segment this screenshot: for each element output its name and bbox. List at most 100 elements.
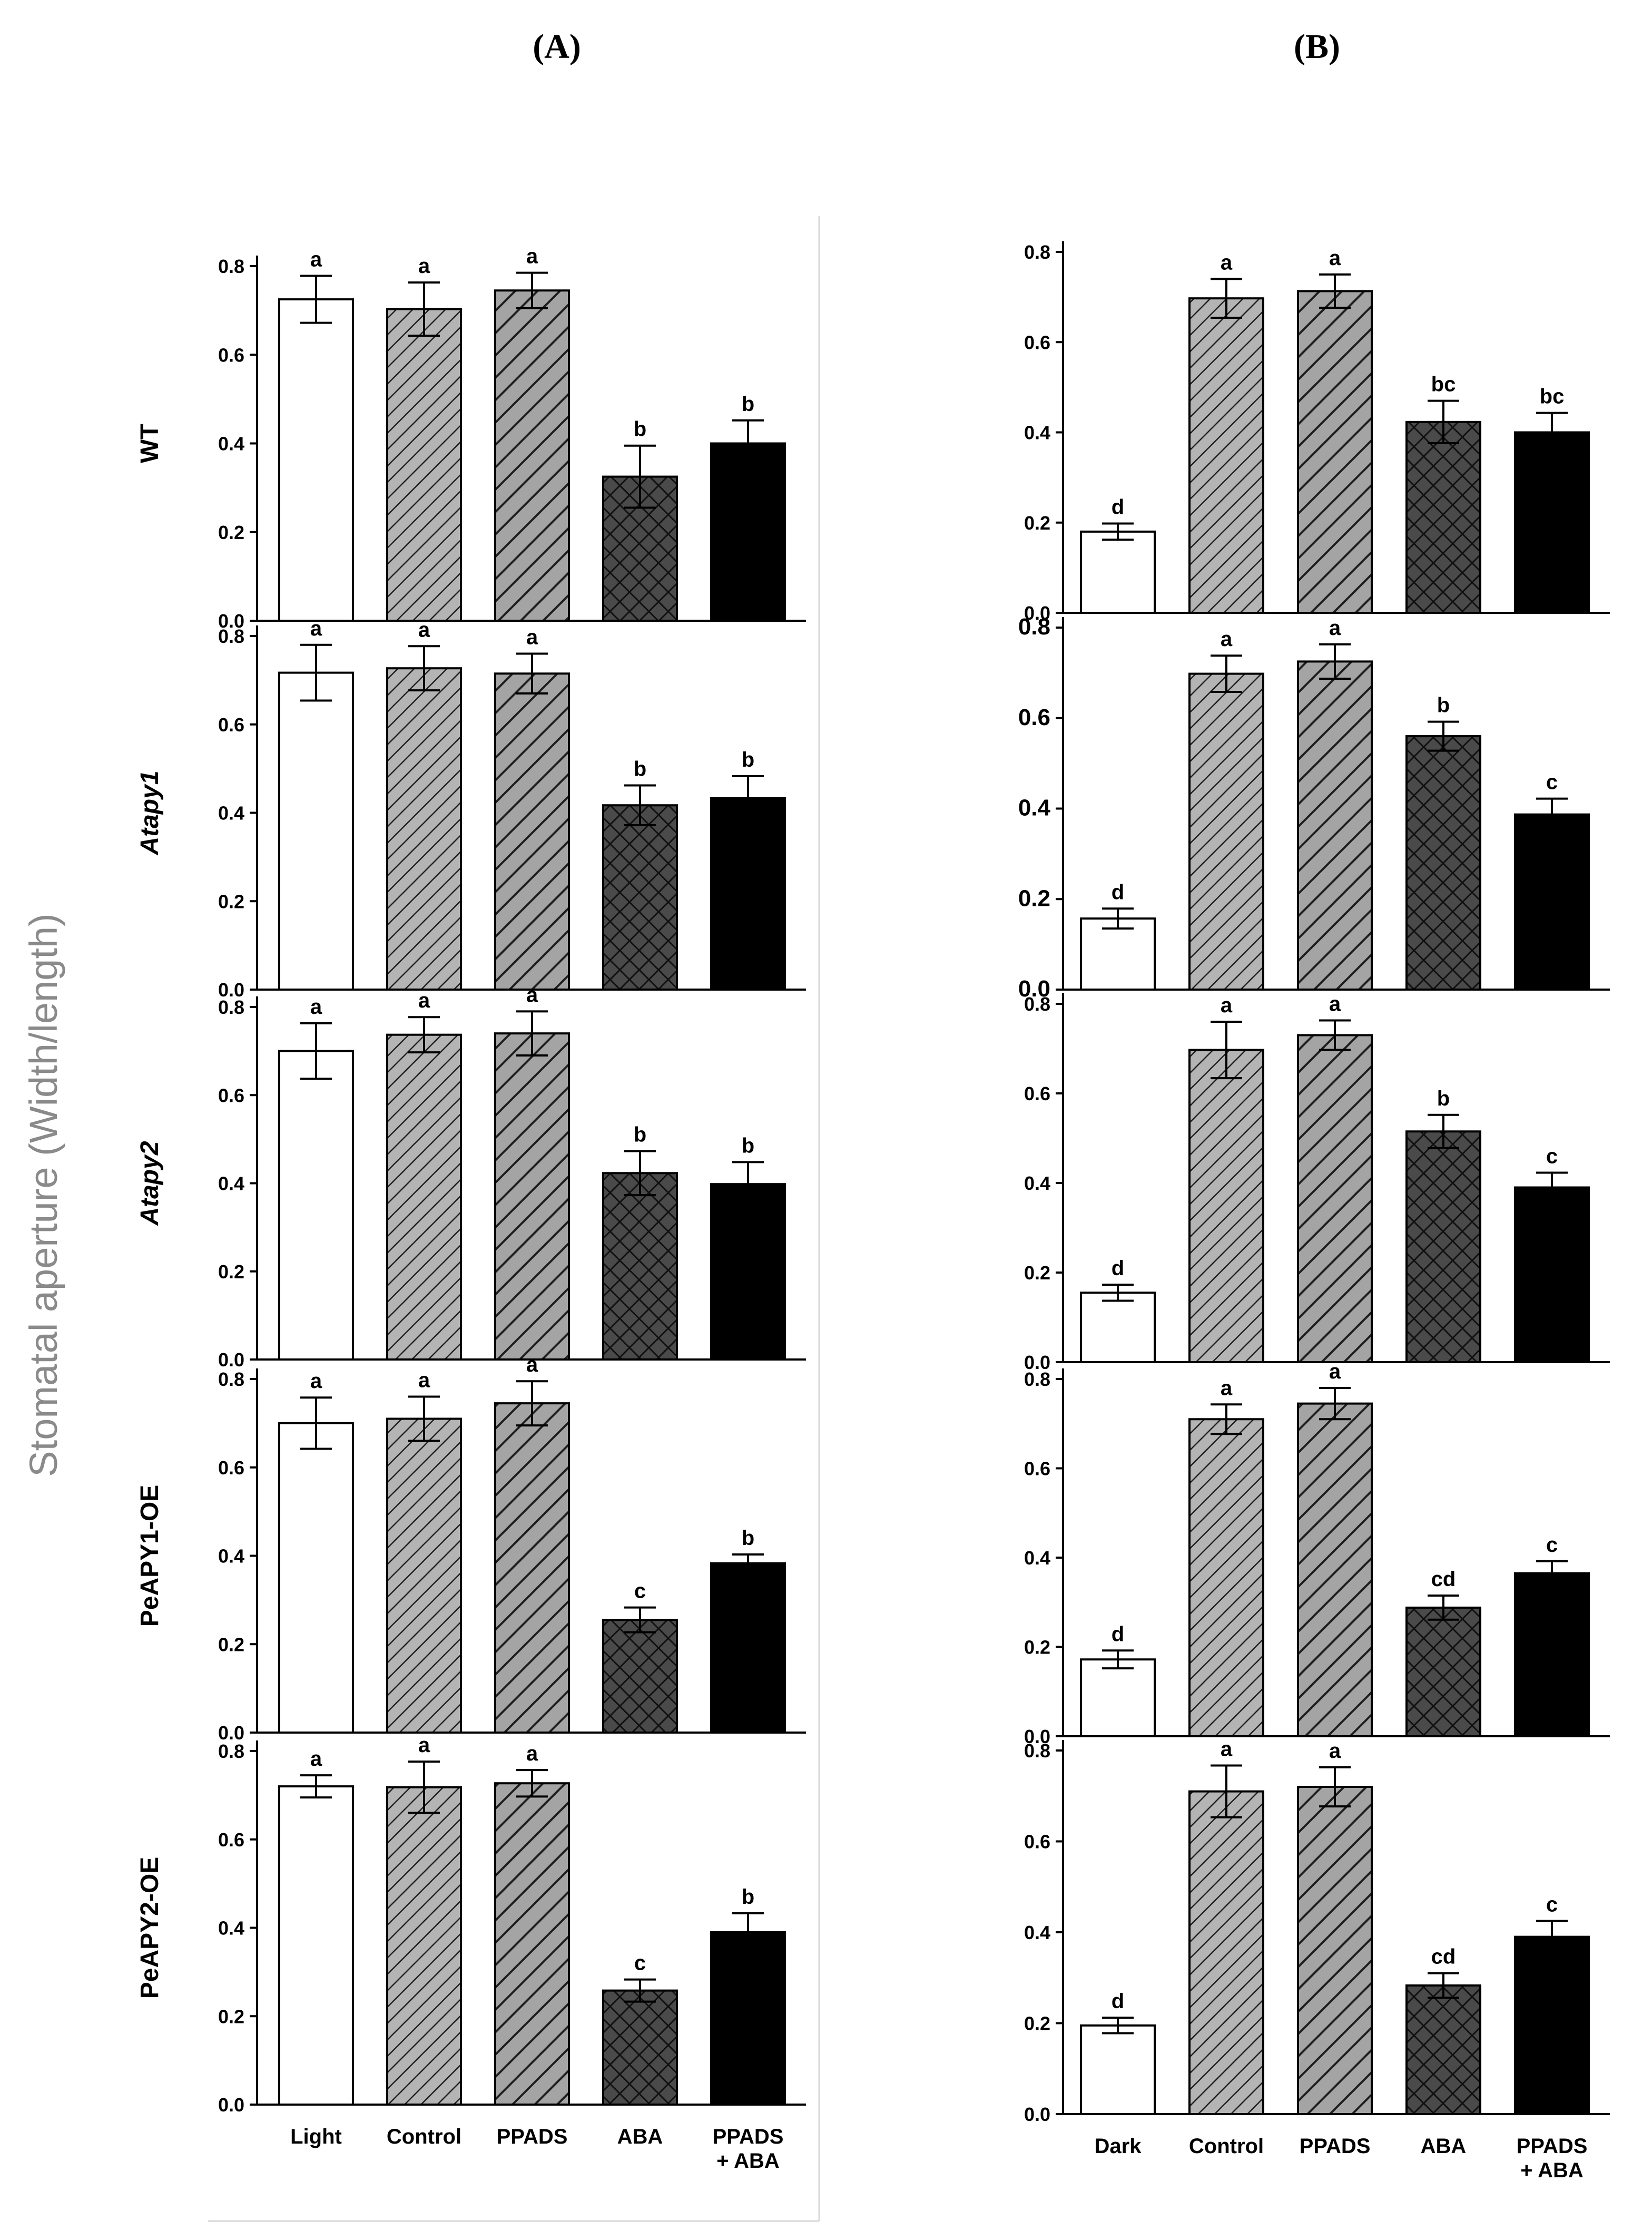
bar bbox=[278, 1785, 354, 2106]
bar bbox=[1297, 660, 1373, 991]
bar bbox=[710, 442, 786, 622]
chart-a-row-4: 0.0 0.2 0.4 0.6 0.8 PeAPY1-OE a a a c b bbox=[136, 1353, 806, 1744]
bar bbox=[1297, 1034, 1373, 1363]
significance-letter: cd bbox=[1431, 1568, 1456, 1591]
significance-letter: d bbox=[1112, 495, 1124, 519]
chart-b-row-4: 0.0 0.2 0.4 0.6 0.8 d a a cd c bbox=[1024, 1360, 1610, 1747]
y-tick-label: 0.4 bbox=[1024, 1922, 1050, 1943]
y-tick-label: 0.4 bbox=[1018, 795, 1051, 821]
y-tick-label: 0.4 bbox=[1024, 1172, 1050, 1194]
error-bar bbox=[732, 775, 764, 821]
bar bbox=[1405, 1606, 1481, 1737]
y-tick-label: 0.6 bbox=[1024, 1458, 1050, 1480]
y-tick-label: 0.0 bbox=[1024, 1726, 1050, 1747]
error-bar bbox=[624, 1978, 656, 2003]
y-tick-label: 0.6 bbox=[218, 1829, 244, 1851]
error-bar bbox=[300, 1022, 332, 1080]
y-tick-label: 0.0 bbox=[218, 610, 244, 632]
significance-letter: a bbox=[310, 248, 322, 271]
significance-letter: b bbox=[634, 1123, 646, 1146]
y-tick-label: 0.0 bbox=[1018, 976, 1050, 1002]
y-tick-label: 0.8 bbox=[1024, 1740, 1050, 1762]
y-tick-label: 0.8 bbox=[1024, 993, 1050, 1015]
error-bar bbox=[1428, 399, 1459, 445]
x-tick-label: ABA bbox=[617, 2125, 663, 2148]
row-label: Atapy2 bbox=[136, 1141, 164, 1226]
y-tick-label: 0.0 bbox=[1024, 602, 1050, 624]
error-bar bbox=[1536, 412, 1568, 453]
error-bar bbox=[1211, 278, 1242, 319]
x-tick-label: Control bbox=[387, 2125, 461, 2148]
error-bar bbox=[1428, 1595, 1459, 1621]
significance-letter: a bbox=[310, 995, 322, 1019]
bar bbox=[1514, 431, 1590, 614]
error-bar bbox=[300, 1396, 332, 1450]
x-tick-label: Light bbox=[290, 2125, 342, 2148]
significance-letter: c bbox=[1546, 1893, 1558, 1916]
error-bar bbox=[1319, 1019, 1351, 1051]
error-bar bbox=[1102, 1649, 1134, 1670]
significance-letter: b bbox=[742, 1527, 754, 1550]
bar bbox=[602, 1989, 678, 2106]
significance-letter: bc bbox=[1431, 373, 1456, 396]
y-tick-label: 0.6 bbox=[1024, 1083, 1050, 1104]
error-bar bbox=[1536, 797, 1568, 832]
bar bbox=[386, 1786, 462, 2106]
bar bbox=[710, 1931, 786, 2106]
y-tick-label: 0.8 bbox=[218, 256, 244, 277]
y-tick-label: 0.0 bbox=[218, 1722, 244, 1744]
chart-a-row-2: 0.0 0.2 0.4 0.6 0.8 Atapy1 a a a b b bbox=[136, 617, 806, 1001]
bar bbox=[1188, 1790, 1264, 2115]
chart-a-row-1: 0.0 0.2 0.4 0.6 0.8 WT a a a b b bbox=[136, 245, 806, 632]
bar bbox=[494, 289, 570, 622]
y-tick-label: 0.8 bbox=[218, 1740, 244, 1762]
bar bbox=[1188, 1049, 1264, 1364]
error-bar bbox=[1428, 1972, 1459, 1999]
error-bar bbox=[732, 1553, 764, 1573]
significance-letter: a bbox=[310, 617, 322, 640]
bar bbox=[494, 672, 570, 991]
bar bbox=[602, 804, 678, 991]
panel-label-b: (B) bbox=[1294, 27, 1340, 66]
y-tick-label: 0.8 bbox=[1024, 241, 1050, 263]
bar bbox=[1188, 297, 1264, 614]
error-bar bbox=[1536, 1920, 1568, 1954]
error-bar bbox=[1536, 1171, 1568, 1204]
bar bbox=[1297, 1786, 1373, 2115]
y-tick-label: 0.4 bbox=[1024, 1547, 1050, 1569]
error-bar bbox=[1319, 273, 1351, 309]
y-tick-label: 0.6 bbox=[218, 714, 244, 736]
y-tick-label: 0.2 bbox=[1024, 1262, 1050, 1284]
chart-a-row-5: 0.0 0.2 0.4 0.6 0.8 PeAPY2-OE a a a c b Light Contro… bbox=[136, 1734, 806, 2173]
chart-b-row-2: 0.0 0.2 0.4 0.6 0.8 d a a b c bbox=[1018, 614, 1610, 1002]
significance-letter: a bbox=[1221, 1376, 1233, 1400]
error-bar bbox=[1211, 1021, 1242, 1080]
bar bbox=[1297, 290, 1373, 614]
significance-letter: a bbox=[1329, 617, 1341, 640]
row-label: Atapy1 bbox=[136, 770, 164, 855]
significance-letter: b bbox=[742, 1885, 754, 1909]
bar bbox=[386, 308, 462, 622]
bar bbox=[710, 1183, 786, 1361]
significance-letter: a bbox=[526, 983, 538, 1006]
significance-letter: b bbox=[634, 757, 646, 780]
significance-letter: b bbox=[742, 393, 754, 416]
significance-letter: d bbox=[1112, 1990, 1124, 2013]
error-bar bbox=[408, 1016, 440, 1054]
bar bbox=[1080, 2024, 1156, 2115]
significance-letter: a bbox=[1221, 251, 1233, 274]
bar bbox=[1514, 1186, 1590, 1363]
y-tick-label: 0.2 bbox=[1024, 1637, 1050, 1658]
bar bbox=[1405, 1130, 1481, 1363]
bar bbox=[278, 1422, 354, 1734]
bar bbox=[1514, 813, 1590, 991]
bar bbox=[602, 1619, 678, 1734]
significance-letter: c bbox=[1546, 1145, 1558, 1168]
y-tick-label: 0.0 bbox=[218, 2094, 244, 2116]
error-bar bbox=[624, 444, 656, 509]
x-tick-label: PPADS bbox=[1300, 2135, 1371, 2158]
error-bar bbox=[1319, 1766, 1351, 1808]
error-bar bbox=[1536, 1560, 1568, 1587]
error-bar bbox=[516, 1010, 548, 1057]
significance-letter: b bbox=[1437, 1087, 1450, 1110]
